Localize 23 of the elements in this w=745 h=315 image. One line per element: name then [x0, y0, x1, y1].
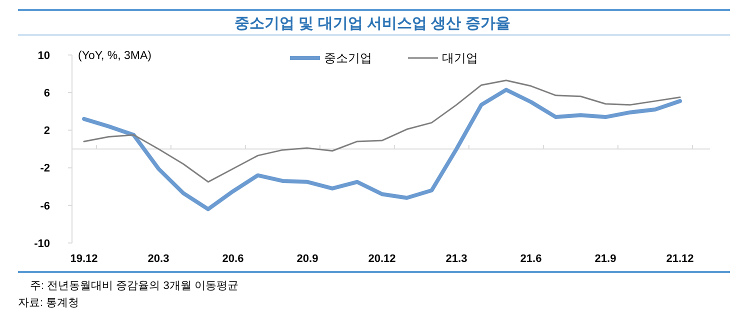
y-tick-label: 6 — [44, 87, 50, 100]
y-tick-label: 10 — [38, 50, 50, 62]
legend-label: 대기업 — [442, 51, 478, 66]
x-tick-label: 21.3 — [446, 253, 468, 265]
x-tick-label: 20.6 — [222, 253, 244, 265]
x-tick-label: 20.9 — [296, 253, 318, 265]
y-tick-label: 2 — [44, 125, 50, 138]
line-series — [82, 88, 682, 212]
chart-title: 중소기업 및 대기업 서비스업 생산 증가율 — [234, 15, 510, 32]
x-tick-label: 20.3 — [148, 253, 170, 265]
y-tick-label: -6 — [40, 200, 50, 212]
y-tick-label: -10 — [34, 238, 50, 250]
x-tick-label: 19.12 — [70, 253, 98, 265]
x-tick-label: 21.6 — [520, 253, 542, 265]
x-tick-label: 20.12 — [368, 253, 396, 265]
line-series — [83, 80, 681, 183]
x-tick-label: 21.12 — [666, 253, 694, 265]
text: 주: 전년동월대비 증감율의 3개월 이동평균 — [30, 280, 238, 292]
annotation: (YoY, %, 3MA) — [78, 50, 152, 62]
legend-label: 중소기업 — [324, 51, 372, 66]
text: 자료: 통계청 — [18, 297, 80, 309]
y-tick-label: -2 — [40, 162, 50, 175]
x-tick-label: 21.9 — [594, 253, 616, 265]
